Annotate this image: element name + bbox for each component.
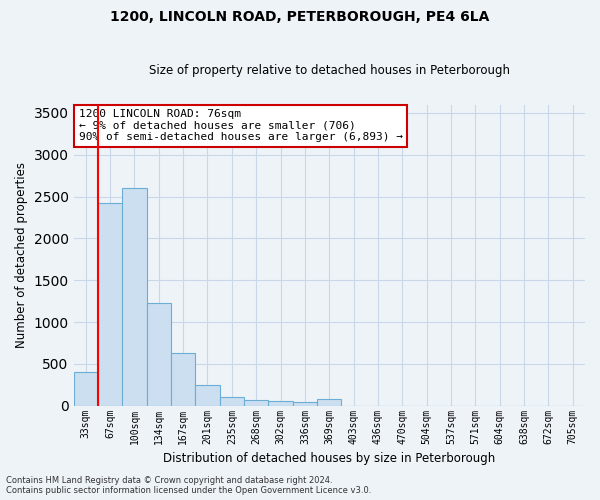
Text: 1200 LINCOLN ROAD: 76sqm
← 9% of detached houses are smaller (706)
90% of semi-d: 1200 LINCOLN ROAD: 76sqm ← 9% of detache… xyxy=(79,109,403,142)
Bar xyxy=(171,353,196,406)
Bar xyxy=(98,203,122,406)
Bar xyxy=(196,384,220,406)
X-axis label: Distribution of detached houses by size in Peterborough: Distribution of detached houses by size … xyxy=(163,452,496,465)
Bar xyxy=(220,398,244,406)
Bar xyxy=(293,402,317,406)
Bar xyxy=(146,303,171,406)
Bar xyxy=(317,399,341,406)
Bar xyxy=(122,188,146,406)
Bar xyxy=(268,401,293,406)
Y-axis label: Number of detached properties: Number of detached properties xyxy=(15,162,28,348)
Bar xyxy=(74,372,98,406)
Text: 1200, LINCOLN ROAD, PETERBOROUGH, PE4 6LA: 1200, LINCOLN ROAD, PETERBOROUGH, PE4 6L… xyxy=(110,10,490,24)
Text: Contains HM Land Registry data © Crown copyright and database right 2024.
Contai: Contains HM Land Registry data © Crown c… xyxy=(6,476,371,495)
Title: Size of property relative to detached houses in Peterborough: Size of property relative to detached ho… xyxy=(149,64,510,77)
Bar xyxy=(244,400,268,406)
